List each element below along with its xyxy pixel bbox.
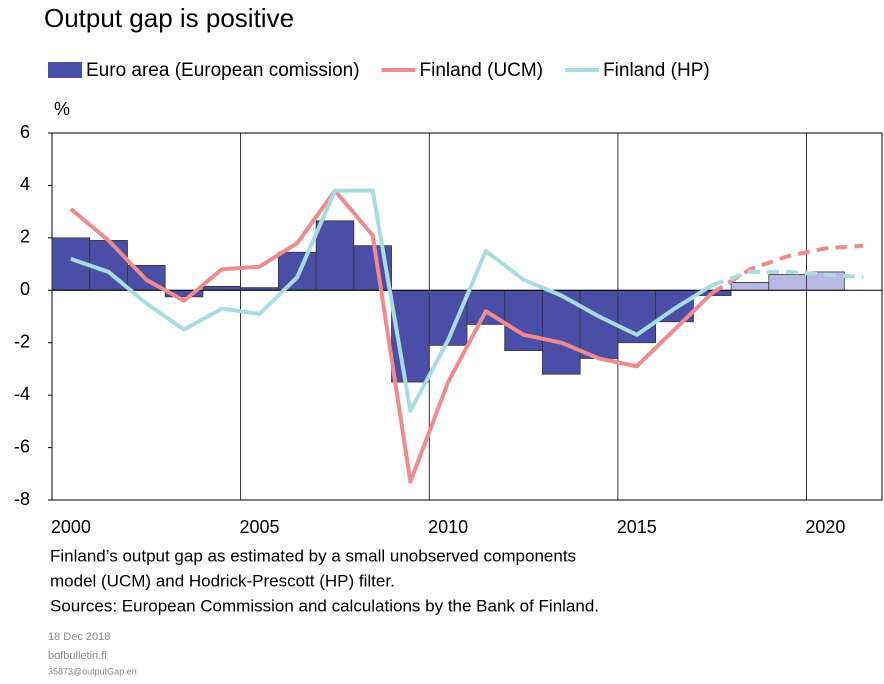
x-tick-label: 2000 xyxy=(51,517,91,537)
line xyxy=(70,188,714,413)
x-tick-label: 2015 xyxy=(617,517,657,537)
y-tick-label: -4 xyxy=(14,384,30,404)
bar xyxy=(504,289,543,351)
y-tick-label: 2 xyxy=(20,227,30,247)
x-tick-label: 2020 xyxy=(805,517,845,537)
line xyxy=(711,269,864,287)
legend-label: Euro area (European comission) xyxy=(86,60,360,81)
legend-label: Finland (HP) xyxy=(603,60,710,81)
plot-area xyxy=(51,132,883,501)
bar xyxy=(315,220,355,291)
chart-title: Output gap is positive xyxy=(44,3,294,33)
note: Sources: European Commission and calcula… xyxy=(50,596,599,615)
bar xyxy=(768,274,807,291)
legend-label: Finland (UCM) xyxy=(420,60,544,81)
bar xyxy=(730,282,770,291)
x-tick-label: 2010 xyxy=(428,517,468,537)
x-tick-label: 2005 xyxy=(239,517,279,537)
footer: 35873@outputGap en xyxy=(48,666,137,676)
footer: 18 Dec 2018 xyxy=(48,631,110,643)
y-tick-label: 0 xyxy=(20,279,30,299)
y-tick-label: 4 xyxy=(20,174,30,194)
bar xyxy=(202,285,242,291)
note: model (UCM) and Hodrick-Prescott (HP) fi… xyxy=(50,571,395,590)
note: Finland’s output gap as estimated by a s… xyxy=(50,546,576,565)
y-tick-label: -6 xyxy=(14,436,30,456)
legend-swatch xyxy=(48,62,82,78)
bar xyxy=(277,251,317,291)
y-tick-label: -2 xyxy=(14,331,30,351)
line xyxy=(69,188,714,484)
footer: bofbulletin.fi xyxy=(48,650,107,662)
y-unit: % xyxy=(54,99,70,119)
y-tick-label: 6 xyxy=(20,122,30,142)
y-tick-label: -8 xyxy=(14,489,30,509)
